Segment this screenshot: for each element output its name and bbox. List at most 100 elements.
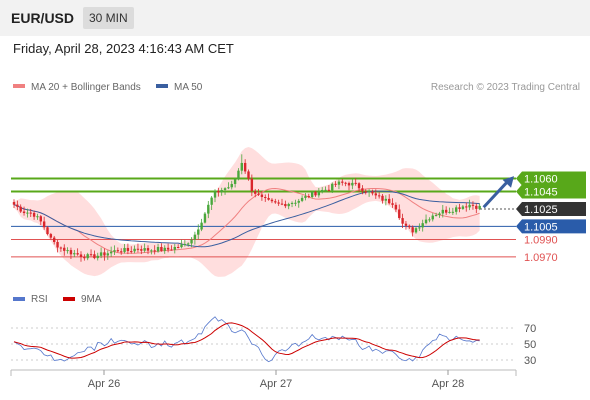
legend: MA 20 + Bollinger Bands MA 50 [13,82,203,93]
candle-body [223,188,227,190]
rsi-ma-line [13,322,480,359]
legend-label: MA 50 [174,82,203,93]
candle-body [243,162,247,172]
level-label: 1.1045 [524,187,558,199]
candle-body [441,209,444,214]
candle-body [374,193,377,196]
header-bar: EUR/USD 30 MIN [0,0,590,36]
candle-body [83,256,86,259]
candle-body [180,244,183,248]
candle-body [42,221,46,228]
candle-body [250,178,254,192]
candle-body [53,237,56,243]
candle-body [79,254,83,257]
candle-body [183,243,187,245]
candle-body [113,250,116,252]
candle-body [163,247,166,251]
candle-body [29,212,32,214]
candle-body [130,251,133,253]
level-tag [516,184,586,199]
candle-body [150,250,153,252]
candle-body [438,213,441,216]
candle-body [49,234,53,238]
candle-body [207,204,210,214]
candle-body [280,203,284,205]
candle-body [89,254,93,256]
candle-body [294,202,297,204]
candle-body [230,183,233,188]
candle-body [160,246,163,251]
level-tag [516,219,586,234]
candle-body [297,200,300,203]
candle-body [203,213,207,223]
candle-body [227,187,230,189]
copyright-text: Research © 2023 Trading Central [431,82,580,93]
candle-body [331,183,334,191]
legend-label: MA 20 + Bollinger Bands [31,82,141,93]
forecast-arrow [482,180,510,209]
interval-button[interactable]: 30 MIN [83,7,134,29]
ma50-line [13,190,480,248]
candle-body [93,254,96,259]
candle-body [321,189,324,193]
candle-body [334,183,337,185]
rsi-legend-label: RSI [31,294,48,305]
candle-body [16,204,19,207]
candle-body [103,252,106,256]
candle-body [237,170,240,180]
candle-body [32,212,36,217]
candle-body [156,246,160,252]
candle-body [451,211,455,213]
candle-body [287,203,290,207]
candle-body [59,247,63,249]
candle-body [22,211,26,214]
candle-body [270,199,274,202]
candle-body [388,198,391,204]
candle-body [478,205,481,209]
candle-body [398,209,401,219]
rsi-tick-label: 50 [524,339,536,351]
candle-body [123,247,126,252]
rsi-line [13,316,480,363]
candle-body [190,239,193,244]
candle-body [434,215,438,217]
candle-body [404,223,408,226]
candle-body [357,183,361,189]
candle-body [143,248,146,251]
candle-body [377,195,381,197]
candle-body [109,251,113,254]
rsi-legend-swatch [13,297,25,301]
candle-body [153,250,156,252]
candle-body [210,197,213,205]
candle-body [220,189,223,193]
x-tick-label: Apr 26 [88,378,120,390]
rsi-legend-swatch [63,297,75,301]
candle-body [19,206,22,212]
candle-body [394,204,398,210]
candle-body [264,197,267,199]
candle-body [314,191,317,196]
candle-body [408,225,411,228]
candle-body [69,250,73,255]
candle-body [176,247,180,249]
candle-body [106,253,109,256]
candle-body [267,197,270,200]
candle-body [304,196,307,198]
candle-body [455,207,458,212]
level-label: 1.1060 [524,173,558,185]
candle-body [468,204,471,208]
candle-body [76,253,79,255]
level-label: 1.1005 [524,221,558,233]
candle-body [391,203,394,205]
candle-body [421,223,424,228]
x-tick-label: Apr 27 [260,378,292,390]
candle-body [475,205,478,209]
candle-body [347,183,351,186]
candle-body [277,202,280,204]
candle-body [86,254,89,259]
legend-swatch [156,84,168,88]
rsi-tick-label: 30 [524,355,536,367]
candle-body [418,227,421,229]
